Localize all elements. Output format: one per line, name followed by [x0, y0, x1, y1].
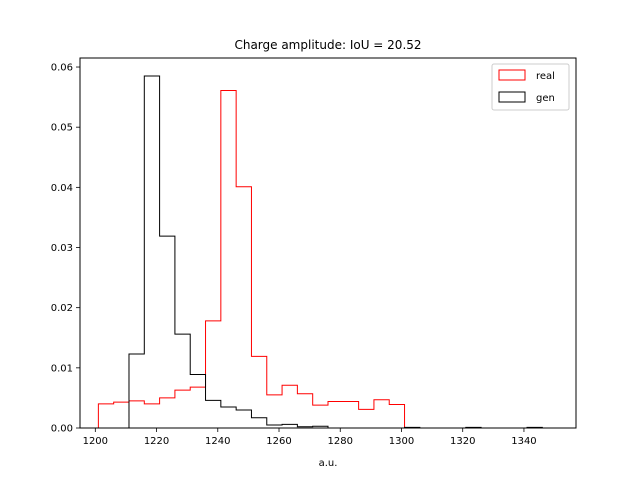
x-tick-label: 1220	[144, 436, 169, 447]
series-gen-step	[128, 75, 558, 429]
y-axis: 0.00 0.01 0.02 0.03 0.04 0.05 0.06	[51, 63, 80, 435]
x-tick-label: 1320	[450, 436, 475, 447]
x-tick-label: 1300	[389, 436, 414, 447]
series-real-step	[97, 89, 406, 428]
x-tick-label: 1280	[328, 436, 353, 447]
x-tick-label: 1200	[83, 436, 108, 447]
chart-title: Charge amplitude: IoU = 20.52	[234, 38, 421, 52]
series-layer	[97, 75, 558, 429]
legend-swatch-real	[498, 69, 526, 81]
x-tick-label: 1340	[511, 436, 536, 447]
legend-swatch-gen	[498, 91, 526, 103]
legend-label-gen: gen	[536, 93, 555, 104]
y-tick-label: 0.02	[51, 303, 73, 314]
legend: real gen	[491, 63, 570, 111]
x-axis-label: a.u.	[319, 458, 338, 469]
y-tick-label: 0.06	[51, 63, 73, 74]
plot-area	[80, 58, 576, 428]
y-tick-label: 0.01	[51, 363, 73, 374]
y-tick-label: 0.05	[51, 123, 73, 134]
legend-label-real: real	[536, 71, 555, 82]
plot-background	[80, 58, 576, 428]
x-axis: 1200 1220 1240 1260 1280 1300 1320 1340	[83, 428, 537, 447]
legend-box	[491, 63, 570, 111]
y-tick-label: 0.03	[51, 243, 73, 254]
x-tick-label: 1240	[205, 436, 230, 447]
plot-frame	[79, 57, 577, 429]
x-tick-label: 1260	[266, 436, 291, 447]
y-tick-label: 0.00	[51, 424, 73, 435]
y-tick-label: 0.04	[51, 183, 73, 194]
